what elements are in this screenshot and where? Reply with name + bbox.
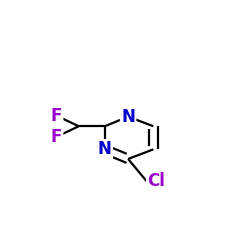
Text: F: F xyxy=(51,128,62,146)
Text: F: F xyxy=(51,107,62,125)
Text: N: N xyxy=(98,140,112,158)
Text: Cl: Cl xyxy=(148,172,166,190)
Text: N: N xyxy=(121,108,135,126)
